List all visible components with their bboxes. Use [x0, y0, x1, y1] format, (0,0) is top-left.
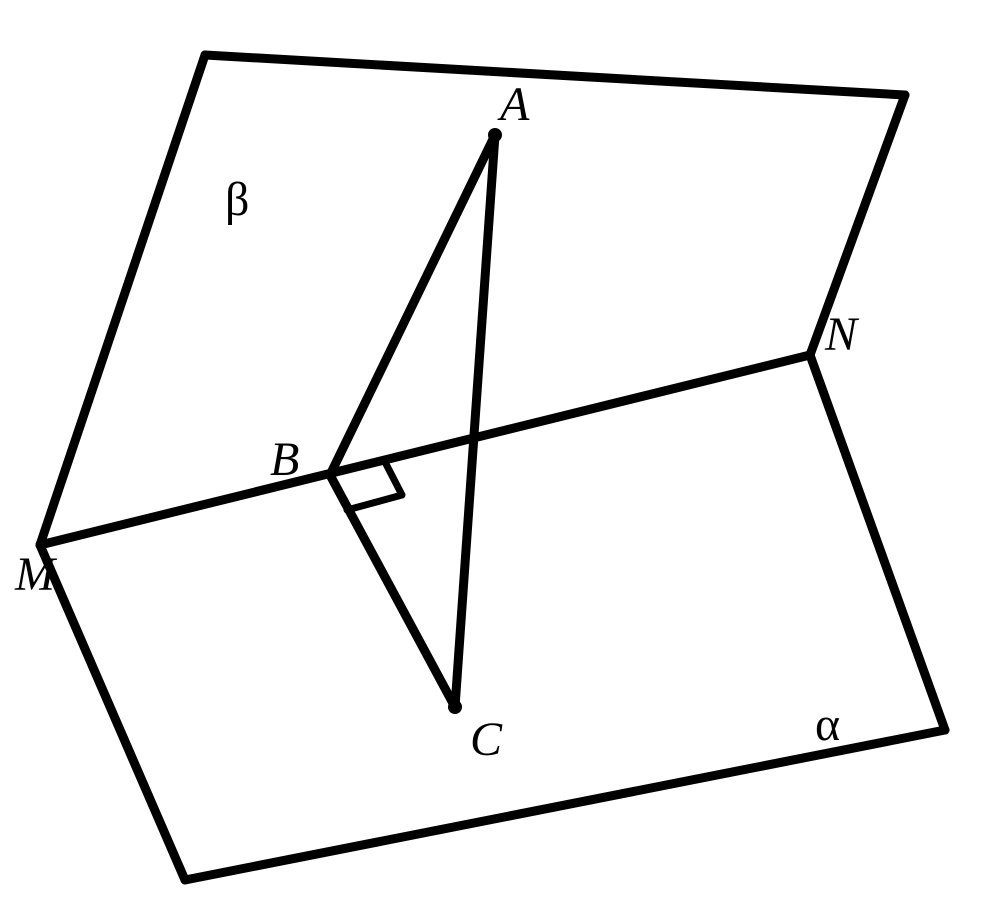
segment-A-B [330, 135, 495, 475]
plane-alpha-edge [810, 355, 945, 730]
plane-beta-edge [205, 55, 905, 95]
plane-alpha-edge [185, 730, 945, 880]
segment-A-C [455, 135, 495, 707]
point-C [448, 700, 462, 714]
label-plane-alpha: α [815, 698, 840, 751]
label-B: B [270, 433, 299, 486]
label-A: A [497, 78, 530, 131]
label-C: C [470, 713, 503, 766]
geometry-diagram: A B C M N α β [0, 0, 988, 911]
plane-beta-edge [40, 55, 205, 545]
label-N: N [824, 308, 860, 361]
label-plane-beta: β [225, 173, 249, 226]
edge-MN-intersection-line [40, 355, 810, 545]
plane-alpha-edge [40, 545, 185, 880]
label-M: M [14, 548, 58, 601]
